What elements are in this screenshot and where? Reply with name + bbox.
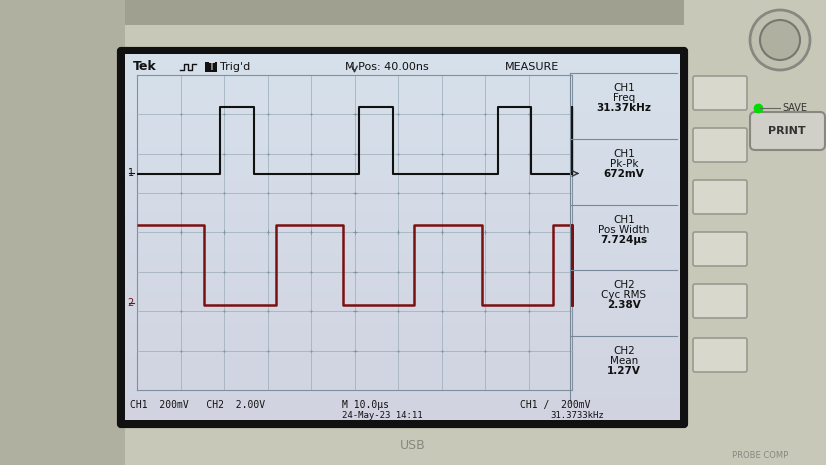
Text: Pos Width: Pos Width [598,225,650,235]
Text: CH1: CH1 [613,83,635,93]
Text: CH1: CH1 [613,149,635,159]
Text: 1: 1 [128,168,134,179]
Bar [121,51,684,424]
Text: 1.27V: 1.27V [607,366,641,376]
Circle shape [760,20,800,60]
Text: CH1  200mV   CH2  2.00V: CH1 200mV CH2 2.00V [130,400,265,410]
Bar [205,62,217,72]
Text: Tek: Tek [133,60,157,73]
Circle shape [750,10,810,70]
Text: 24-May-23 14:11: 24-May-23 14:11 [342,411,423,419]
Text: CH1 /  200mV: CH1 / 200mV [520,400,591,410]
Text: M 10.0μs: M 10.0μs [342,400,389,410]
Text: 2.38V: 2.38V [607,300,641,311]
FancyBboxPatch shape [693,232,747,266]
Text: CH2: CH2 [613,346,635,356]
Text: CH2: CH2 [613,280,635,291]
Text: Trig'd: Trig'd [220,62,250,72]
Text: Pk-Pk: Pk-Pk [610,159,638,169]
Bar [0,0,826,25]
Text: 31.3733kHz: 31.3733kHz [550,411,604,419]
Text: PROBE COMP: PROBE COMP [732,451,788,459]
Text: Mean: Mean [610,356,638,366]
Text: 672mV: 672mV [604,169,644,179]
Text: SAVE: SAVE [782,103,807,113]
Text: M Pos: 40.00ns: M Pos: 40.00ns [345,62,429,72]
Text: MEASURE: MEASURE [505,62,559,72]
Text: CH1: CH1 [613,215,635,225]
Text: Freq: Freq [613,93,635,103]
FancyBboxPatch shape [693,180,747,214]
Text: 7.724μs: 7.724μs [601,235,648,245]
Text: T: T [208,62,214,72]
Text: USB: USB [400,438,426,452]
FancyBboxPatch shape [693,128,747,162]
FancyBboxPatch shape [693,284,747,318]
FancyBboxPatch shape [693,76,747,110]
Text: Cyc RMS: Cyc RMS [601,291,647,300]
FancyBboxPatch shape [750,112,825,150]
Text: PRINT: PRINT [768,126,806,136]
Text: 2: 2 [128,299,134,308]
FancyBboxPatch shape [693,338,747,372]
Bar [684,0,826,465]
Text: 31.37kHz: 31.37kHz [596,103,652,113]
Bar [0,0,125,465]
